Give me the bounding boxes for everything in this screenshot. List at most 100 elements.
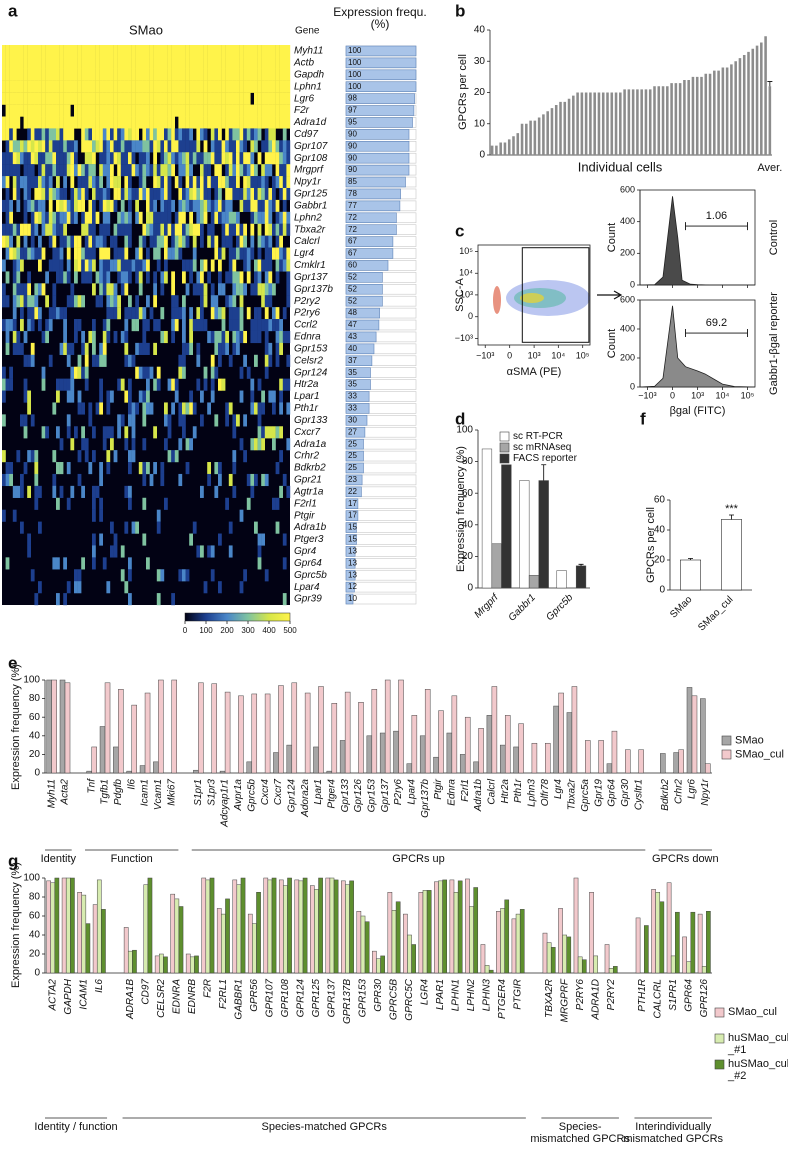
heatmap-cell [113,283,118,296]
heatmap-cell [52,450,57,463]
heatmap-cell [56,199,60,213]
frequency-bar [345,403,370,414]
x-tick-label: 10⁵ [576,350,590,360]
heatmap-cell [135,140,139,153]
bar [751,48,755,155]
heatmap-cell [81,247,85,260]
heatmap-cell [142,152,147,165]
heatmap-cell [113,68,118,81]
heatmap-cell [20,80,24,93]
gene-label: P2ry2 [294,296,321,307]
heatmap-cell [264,152,269,165]
bar [491,543,502,589]
heatmap-cell [257,104,262,117]
heatmap-cell [200,485,204,498]
heatmap-cell [63,176,67,189]
frequency-label: 10 [348,594,357,603]
heatmap-cell [88,211,93,224]
heatmap-cell [275,68,280,81]
heatmap-cell [286,211,291,224]
heatmap-cell [203,259,208,272]
x-tick-label: Adra1b [473,779,484,813]
heatmap-cell [95,271,100,284]
heatmap-cell [117,164,121,177]
gene-label: Adra1d [293,117,327,128]
heatmap-cell [102,45,107,58]
heatmap-cell [92,176,96,189]
heatmap-cell [106,211,111,224]
x-tick-label: Pdgfb [113,779,124,806]
heatmap-cell [239,319,244,332]
x-tick-label: Gabbr1 [507,592,538,623]
heatmap-cell [243,259,247,272]
heatmap-cell [110,128,114,141]
heatmap-cell [41,176,46,189]
heatmap-cell [117,223,121,236]
bar [473,887,479,974]
heatmap-cell [2,450,6,463]
frequency-bar [345,45,417,57]
heatmap-cell [2,199,6,213]
heatmap-cell [236,80,240,93]
heatmap-cell [149,80,154,93]
bar [329,877,335,974]
y-tick-label: 20 [654,555,666,566]
heatmap-cell [286,259,291,272]
bar [61,877,67,974]
x-tick-label: Avpr1a [233,779,244,812]
heatmap-cell [275,211,280,224]
heatmap-cell [239,295,244,308]
heatmap-cell [92,45,96,58]
heatmap-cell [66,426,71,439]
bar [614,92,618,155]
bar [666,882,672,974]
colorbar-label: 400 [262,626,276,635]
heatmap-cell [59,104,64,117]
x-tick-label: GABBR1 [234,979,245,1020]
heatmap-cell [264,128,269,141]
heatmap-cell [9,366,13,379]
heatmap-cell [286,187,291,201]
heatmap-cell [70,211,75,224]
x-tick-label: Vcam1 [153,779,164,810]
heatmap-cell [178,116,183,129]
heatmap-cell [261,199,265,213]
group-label: Interindividually mismatched GPCRs [623,1121,724,1145]
heatmap-cell [128,354,132,367]
heatmap-cell [92,187,96,201]
heatmap-cell [189,152,193,165]
heatmap-cell [174,140,179,153]
heatmap-cell [236,140,240,153]
bar [101,909,106,974]
heatmap-cell [45,140,49,153]
heatmap-cell [120,92,125,105]
heatmap-cell [250,187,255,201]
heatmap-cell [99,176,103,189]
heatmap-cell [81,56,85,70]
heatmap-cell [124,80,129,93]
heatmap-cell [279,235,283,248]
heatmap-cell [272,426,276,439]
heatmap-cell [228,140,233,153]
heatmap-cell [239,438,244,451]
heatmap-cell [189,259,193,272]
heatmap-cell [99,80,103,93]
frequency-bar [345,105,415,116]
heatmap-cell [59,140,64,153]
heatmap-cell [214,414,219,427]
heatmap-cell [182,414,186,427]
heatmap-cell [146,80,150,93]
heatmap-cell [5,56,10,70]
bar [585,740,591,774]
heatmap-cell [81,223,85,236]
heatmap-cell [167,450,172,463]
heatmap-cell [113,545,118,558]
frequency-bar [345,581,355,593]
heatmap-cell [102,140,107,153]
heatmap-cell [282,176,287,189]
heatmap-cell [92,128,96,141]
colorbar-label: 500 [283,626,297,635]
bar [341,880,346,974]
heatmap-cell [88,128,93,141]
